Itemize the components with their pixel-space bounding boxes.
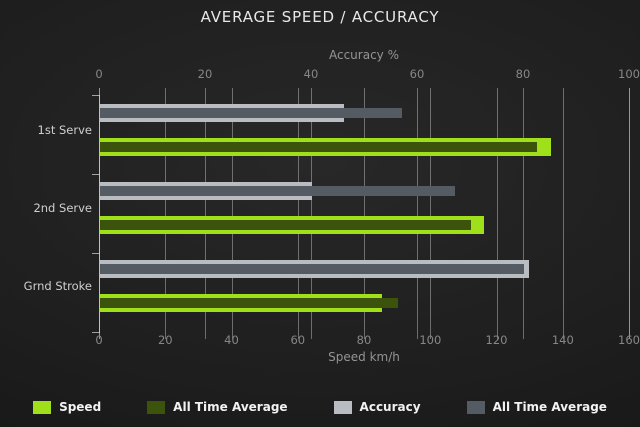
bar-all-time-average-bottom-grnd-stroke [100, 298, 399, 308]
bottom-axis-tick-100: 100 [419, 333, 442, 347]
top-axis-tick-60: 60 [409, 67, 425, 81]
legend-label-speed-0: Speed [59, 400, 102, 414]
legend-label-all-time-average-1: All Time Average [173, 400, 288, 414]
legend: Speed All Time Average Accuracy All Time Av… [0, 394, 640, 420]
bottom-gridline-120 [496, 88, 498, 339]
category-label-1st-serve: 1st Serve [37, 123, 92, 137]
y-axis-spine [99, 95, 100, 333]
legend-swatch-accuracy-2 [333, 400, 352, 414]
top-gridline-40 [311, 88, 312, 339]
bottom-axis-tick-0: 0 [95, 333, 103, 347]
category-axis-tick-3 [92, 332, 100, 333]
category-label-2nd-serve: 2nd Serve [33, 201, 92, 215]
bottom-axis-tick-120: 120 [485, 333, 508, 347]
legend-item-accuracy-2: Accuracy [333, 400, 421, 414]
bottom-gridline-40 [231, 88, 233, 339]
bottom-axis-tick-60: 60 [290, 333, 306, 347]
bottom-axis-tick-20: 20 [157, 333, 173, 347]
chart-title: AVERAGE SPEED / ACCURACY [200, 8, 440, 26]
top-gridline-60 [417, 88, 418, 339]
category-axis-tick-0 [92, 95, 100, 96]
legend-item-all-time-average-3: All Time Average [466, 400, 607, 414]
category-axis-tick-1 [92, 174, 100, 175]
category-axis-tick-2 [92, 253, 100, 254]
bar-all-time-average-top-2nd-serve [100, 186, 456, 196]
legend-item-speed-0: Speed [33, 400, 101, 414]
bottom-gridline-20 [165, 88, 167, 339]
category-label-grnd-stroke: Grnd Stroke [23, 279, 92, 293]
top-axis-tick-100: 100 [618, 67, 640, 81]
top-gridline-80 [523, 88, 524, 339]
bottom-axis-tick-80: 80 [356, 333, 372, 347]
top-axis-tick-20: 20 [197, 67, 213, 81]
bottom-gridline-140 [562, 88, 564, 339]
legend-item-all-time-average-1: All Time Average [147, 400, 288, 414]
bottom-gridline-160 [629, 88, 630, 339]
bottom-gridline-100 [430, 88, 432, 339]
bar-all-time-average-bottom-1st-serve [100, 142, 538, 152]
bar-all-time-average-top-1st-serve [100, 108, 403, 118]
top-gridline-100 [629, 88, 630, 339]
bottom-gridline-80 [364, 88, 365, 339]
plot-area: Accuracy % Speed km/h 0 20 40 60 80 100 0 20 40 6… [24, 48, 640, 364]
bottom-axis-tick-160: 160 [618, 333, 640, 347]
bottom-axis-title: Speed km/h [328, 350, 400, 364]
top-axis-tick-80: 80 [515, 67, 531, 81]
top-axis-tick-40: 40 [303, 67, 319, 81]
bottom-axis-tick-40: 40 [224, 333, 239, 347]
legend-swatch-all-time-average-1 [147, 400, 166, 414]
bar-all-time-average-bottom-2nd-serve [100, 220, 471, 230]
legend-label-all-time-average-3: All Time Average [492, 400, 607, 414]
legend-label-accuracy-2: Accuracy [359, 400, 421, 414]
top-axis-title: Accuracy % [328, 48, 399, 62]
top-gridline-20 [205, 88, 206, 339]
bottom-gridline-60 [297, 88, 299, 339]
bar-all-time-average-top-grnd-stroke [100, 264, 524, 274]
legend-swatch-all-time-average-3 [466, 400, 485, 414]
top-axis-tick-0: 0 [95, 67, 103, 81]
bottom-axis-tick-140: 140 [551, 333, 574, 347]
legend-swatch-speed-0 [33, 400, 52, 414]
